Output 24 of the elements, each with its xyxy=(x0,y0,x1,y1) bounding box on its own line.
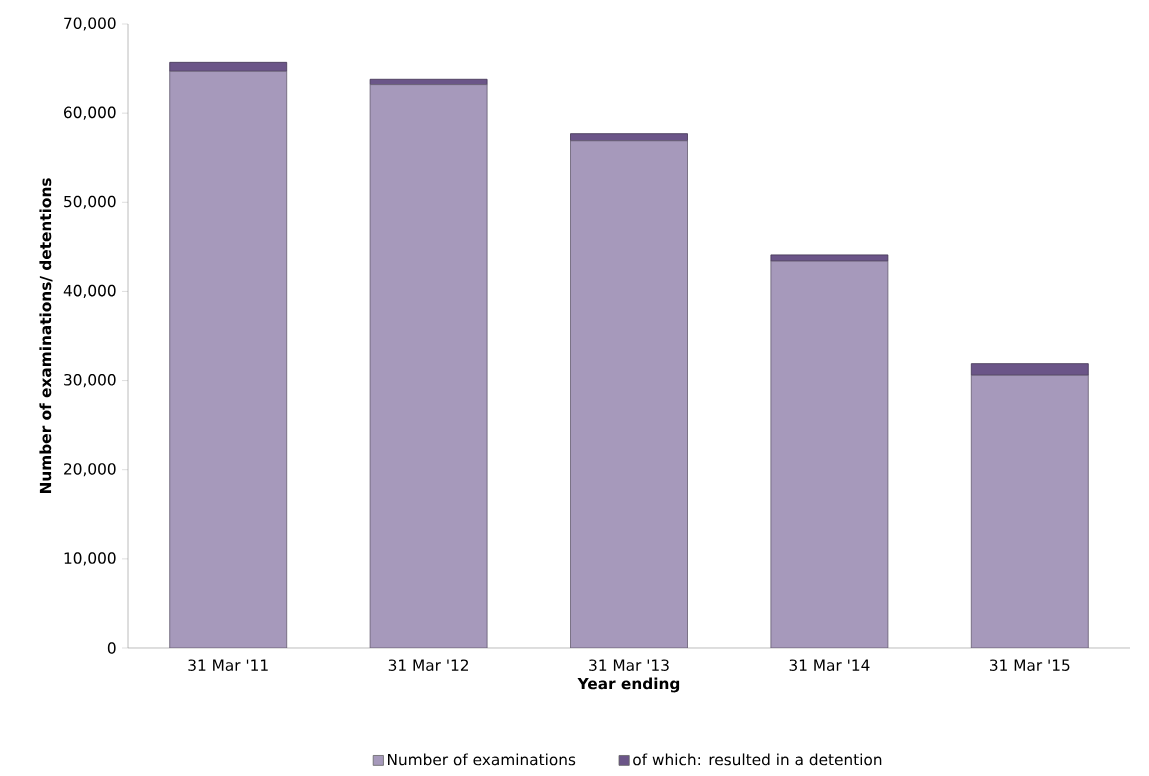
y-axis-title: Number of examinations/ detentions xyxy=(39,178,53,494)
x-tick-label: 31 Mar '15 xyxy=(990,659,1070,671)
bar xyxy=(169,70,288,648)
bar xyxy=(570,140,688,648)
y-tick-label: 10,000 xyxy=(64,552,116,566)
x-tick-label: 31 Mar '13 xyxy=(589,659,669,671)
bar xyxy=(970,363,1089,376)
y-tick-label: 0 xyxy=(107,642,116,654)
legend-label: Number of examinations xyxy=(388,753,576,766)
bar xyxy=(169,61,288,72)
y-tick-label: 30,000 xyxy=(64,374,116,388)
x-tick-label: 31 Mar '11 xyxy=(188,659,268,671)
legend-label: of which: resulted in a detention xyxy=(633,753,882,766)
bar xyxy=(770,260,889,648)
y-tick-label: 20,000 xyxy=(64,463,116,477)
x-tick-label: 31 Mar '14 xyxy=(789,659,870,671)
bar xyxy=(369,84,488,648)
bar xyxy=(970,374,1089,648)
x-tick-label: 31 Mar '12 xyxy=(388,659,469,671)
x-axis-title: Year ending xyxy=(577,677,680,693)
y-tick-label: 70,000 xyxy=(64,17,116,31)
y-tick-label: 50,000 xyxy=(64,195,116,209)
y-tick-label: 40,000 xyxy=(63,284,116,299)
y-tick-label: 60,000 xyxy=(64,106,116,120)
